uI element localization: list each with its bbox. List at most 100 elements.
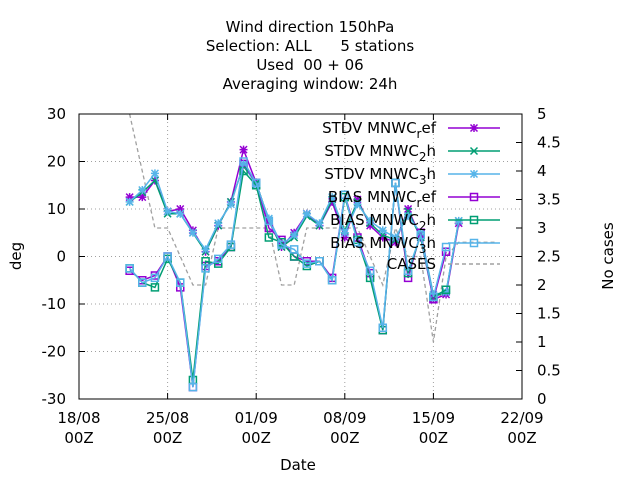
axes: 18/08 00Z 25/08 00Z 01/09 00Z 08/09 00Z 15/09 00Z… — [42, 105, 561, 447]
data-point — [176, 204, 185, 214]
y2-tick-label: 5 — [537, 105, 547, 123]
y-tick-label: -20 — [42, 343, 67, 361]
legend-label: STDV MNWC2h — [324, 142, 436, 164]
x-tick-label-time: 00Z — [507, 429, 536, 447]
data-point — [378, 323, 388, 332]
data-point — [188, 382, 198, 392]
data-point — [290, 231, 299, 240]
data-point — [289, 245, 299, 254]
data-point — [391, 233, 400, 242]
data-point — [353, 238, 362, 247]
y-tick-label: 20 — [47, 153, 66, 171]
data-point — [277, 240, 286, 249]
series-line — [128, 113, 497, 343]
data-point — [366, 216, 375, 225]
data-point — [138, 185, 147, 195]
series-line — [129, 159, 447, 388]
data-point — [340, 233, 349, 242]
data-point — [442, 288, 451, 297]
title-line-1: Wind direction 150hPa — [226, 18, 395, 36]
y2-tick-label: 3.5 — [537, 191, 561, 209]
x-tick-label: 25/08 — [146, 409, 189, 427]
y-tick-label: -10 — [42, 295, 67, 313]
x-tick-label-time: 00Z — [330, 429, 359, 447]
title-line-2: Selection: ALL 5 stations — [206, 37, 414, 55]
legend-label: BIAS MNWC2h — [330, 211, 436, 233]
data-point — [176, 209, 185, 218]
y2-tick-label: 1.5 — [537, 305, 561, 323]
data-point — [340, 228, 349, 237]
x-axis-label: Date — [280, 456, 316, 474]
data-point — [327, 276, 337, 285]
y2-tick-label: 3 — [537, 219, 547, 237]
chart-title: Wind direction 150hPa Selection: ALL 5 s… — [206, 18, 414, 93]
data-point — [251, 178, 261, 188]
data-point — [391, 178, 400, 188]
data-point — [378, 226, 387, 235]
legend-marker — [469, 146, 479, 156]
data-point — [302, 209, 311, 218]
data-point — [378, 233, 387, 242]
data-point — [264, 233, 274, 242]
x-tick-label-time: 00Z — [64, 429, 93, 447]
legend-label: STDV MNWC3h — [324, 165, 436, 187]
x-tick-label-time: 00Z — [419, 429, 448, 447]
legend-marker — [469, 238, 479, 248]
data-point — [365, 266, 375, 275]
data-point — [340, 190, 350, 199]
data-point — [315, 257, 324, 266]
title-line-3: Used 00 + 06 — [256, 56, 363, 74]
y-tick-label: 10 — [47, 200, 66, 218]
legend-label: STDV MNWCref — [322, 119, 437, 141]
y-tick-label: -30 — [42, 390, 67, 408]
data-point — [328, 193, 337, 202]
data-point — [125, 197, 134, 206]
x-tick-label-time: 00Z — [153, 429, 182, 447]
data-point — [315, 219, 324, 228]
legend-label: CASES — [387, 255, 436, 273]
y-tick-label: 30 — [47, 105, 66, 123]
series-cases — [128, 113, 497, 343]
data-point — [138, 193, 147, 202]
data-point — [201, 245, 210, 254]
data-point — [201, 264, 210, 273]
data-point — [403, 266, 413, 275]
data-point — [163, 252, 172, 261]
legend-label: BIAS MNWC3h — [330, 234, 436, 256]
data-point — [226, 240, 236, 249]
data-point — [404, 212, 413, 221]
x-tick-label: 08/09 — [323, 409, 366, 427]
y2-tick-label: 0.5 — [537, 362, 561, 380]
data-point — [213, 259, 223, 268]
x-tick-label: 15/09 — [412, 409, 455, 427]
y2-tick-label: 0 — [537, 390, 547, 408]
data-point — [214, 219, 223, 228]
data-point — [328, 197, 337, 206]
legend-label: BIAS MNWCref — [328, 188, 437, 210]
data-point — [226, 200, 235, 209]
legend-marker — [469, 192, 479, 202]
legend-marker — [469, 123, 479, 133]
y2-tick-label: 2.5 — [537, 248, 561, 266]
data-point — [264, 216, 274, 226]
y2-tick-label: 4.5 — [537, 134, 561, 152]
legend-marker — [469, 215, 479, 225]
series-stdv-mnwc-3h — [125, 159, 463, 299]
y2-axis-label: No cases — [599, 222, 617, 290]
data-point — [188, 228, 197, 237]
data-point — [239, 145, 248, 154]
data-point — [366, 221, 375, 230]
data-point — [353, 200, 362, 209]
data-point — [138, 278, 147, 287]
title-line-4: Averaging window: 24h — [223, 75, 398, 93]
data-point — [441, 285, 451, 294]
x-tick-label: 22/09 — [500, 409, 543, 427]
x-tick-label-time: 00Z — [242, 429, 271, 447]
data-point — [150, 169, 159, 178]
data-point — [150, 273, 160, 283]
data-point — [429, 292, 438, 302]
data-point — [404, 204, 413, 214]
data-point — [391, 238, 400, 247]
data-point — [353, 195, 362, 204]
